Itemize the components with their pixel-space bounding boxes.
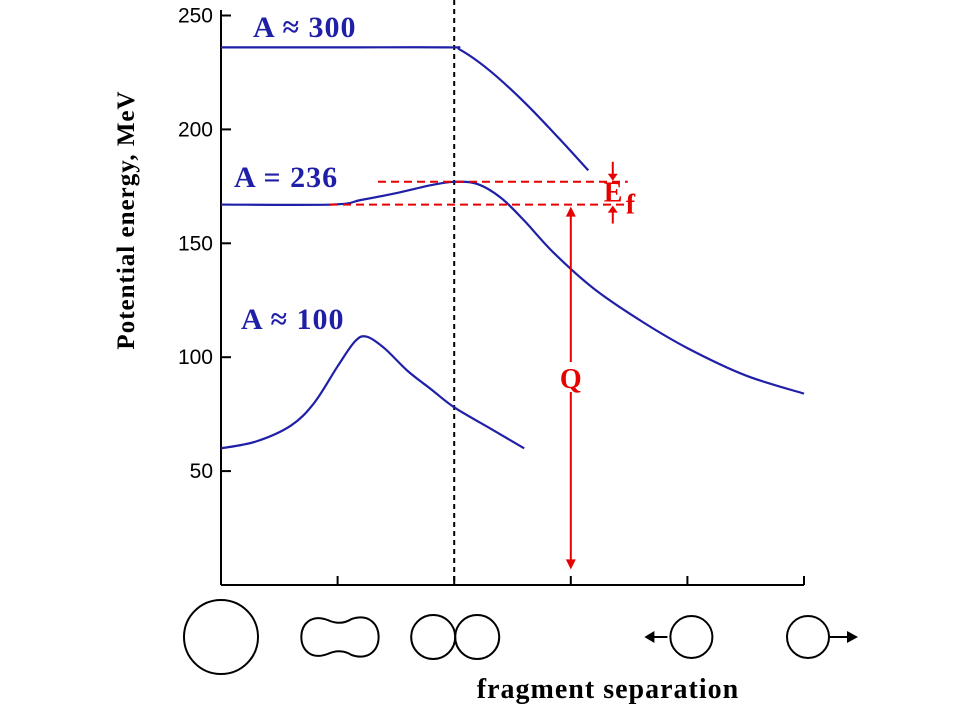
fragment-left-arrow-head xyxy=(644,631,655,643)
series-label: A ≈ 100 xyxy=(241,303,344,336)
series-label: A = 236 xyxy=(234,161,338,194)
ef-subscript: f xyxy=(626,190,636,221)
y-tick-label: 100 xyxy=(178,346,213,369)
series-label: A ≈ 300 xyxy=(253,11,356,44)
x-axis-label: fragment separation xyxy=(477,674,739,705)
y-tick-label: 200 xyxy=(178,118,213,141)
touching-sphere-right xyxy=(454,614,501,660)
series-line xyxy=(220,180,805,395)
curve-labels: A ≈ 300 A = 236 A ≈ 100 xyxy=(234,11,356,336)
ef-label: E xyxy=(604,178,623,209)
nucleus-shapes xyxy=(183,599,858,675)
q-arrow-head-bottom xyxy=(565,559,576,570)
deformed-nucleus-shape xyxy=(300,616,380,658)
series-line xyxy=(220,335,525,450)
y-tick-label: 50 xyxy=(190,460,213,483)
ef-lower-arrow-head xyxy=(607,205,618,213)
y-tick-label: 250 xyxy=(178,5,213,28)
fragment-left-shape xyxy=(669,615,714,659)
y-tick-label: 150 xyxy=(178,232,213,255)
y-ticks: 50 100 150 200 250 xyxy=(178,5,231,483)
fragment-right-arrow-head xyxy=(847,631,858,643)
sphere-shape xyxy=(183,599,259,675)
q-arrow-head-top xyxy=(565,206,576,217)
q-label-background xyxy=(558,362,583,392)
touching-sphere-left xyxy=(410,614,457,660)
q-label: Q xyxy=(560,364,582,395)
fragment-right-shape xyxy=(786,615,830,659)
y-axis-label: Potential energy, MeV xyxy=(113,90,140,349)
x-ticks xyxy=(336,576,805,585)
series-line xyxy=(220,46,590,172)
curves xyxy=(220,46,805,450)
ef-upper-arrow-head xyxy=(607,173,618,181)
